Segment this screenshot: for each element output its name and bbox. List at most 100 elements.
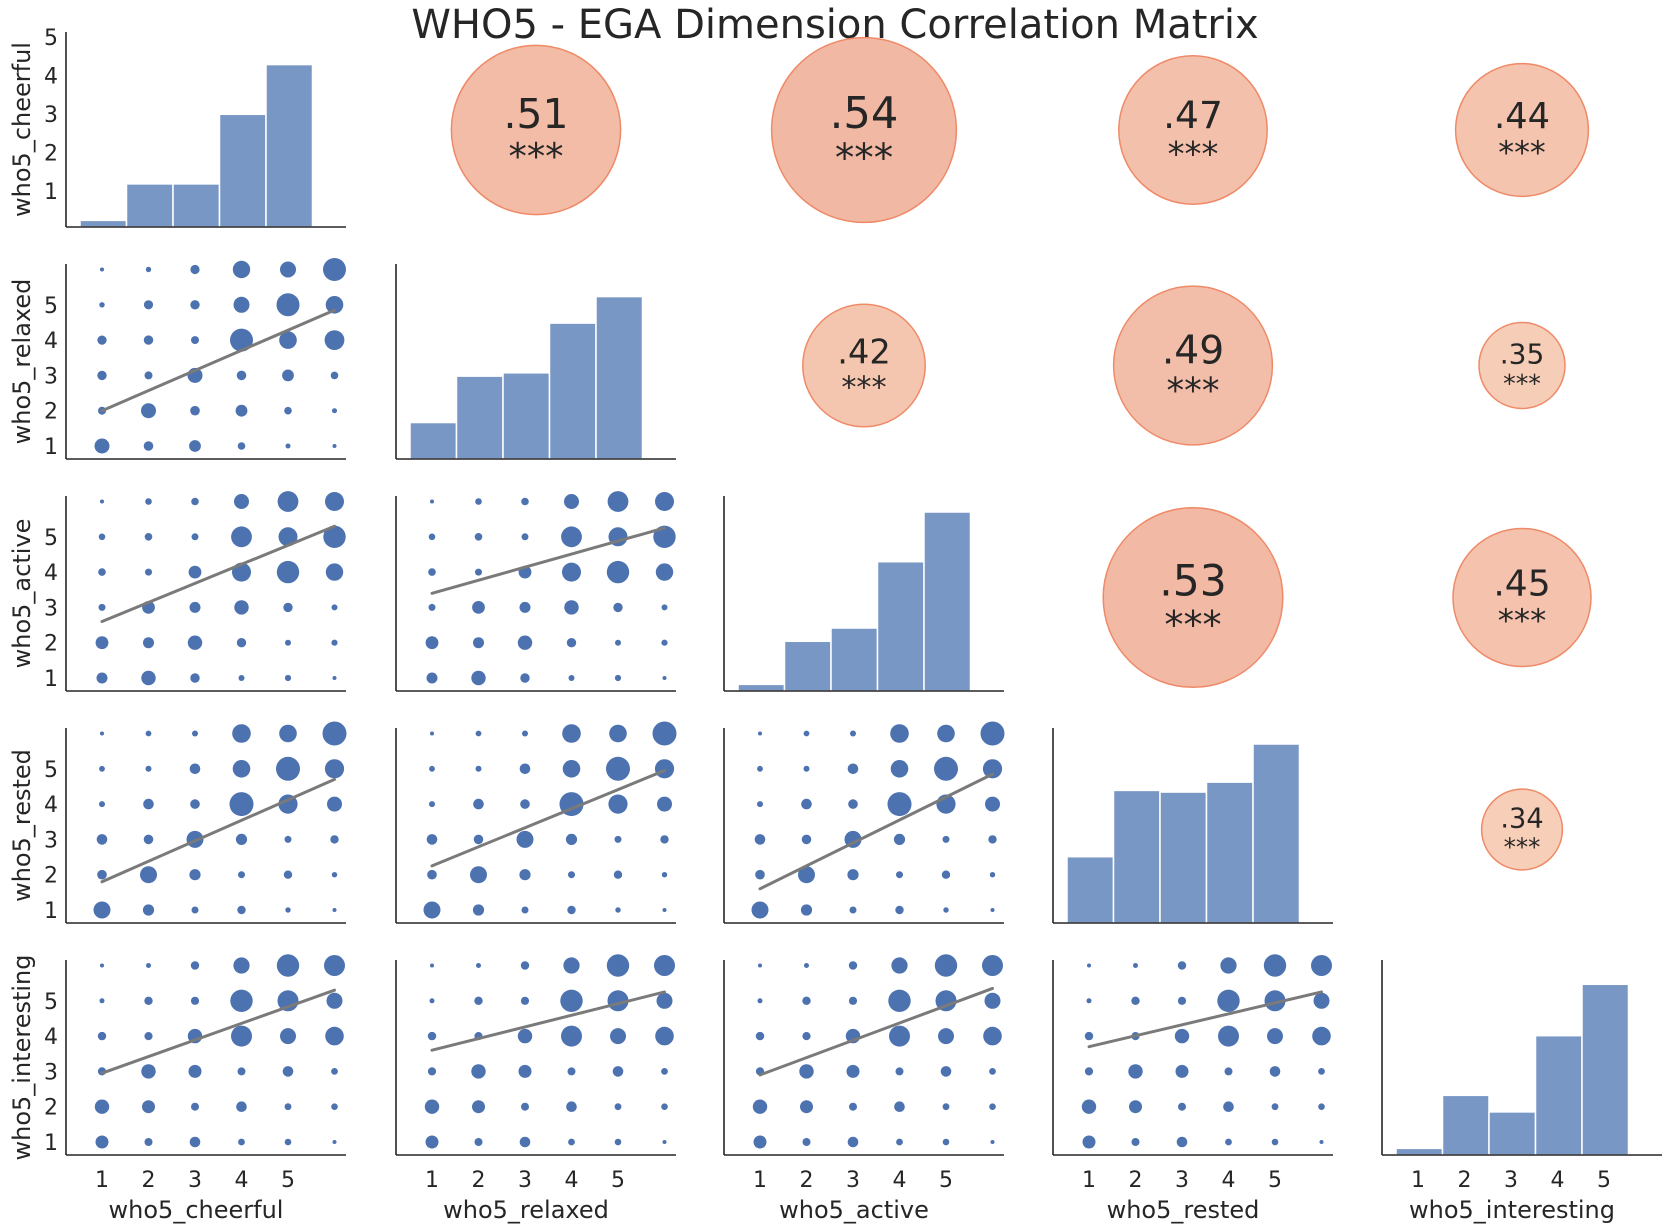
regression-line-who5-active-vs-who5-relaxed xyxy=(430,526,666,595)
x-tick-who5-interesting-3: 3 xyxy=(1504,1168,1518,1193)
scatter-point-who5-rested-vs-who5-cheerful-1-1 xyxy=(93,901,111,919)
scatter-point-who5-interesting-vs-who5-relaxed-1-2 xyxy=(424,1099,440,1114)
y-tick-who5-relaxed-1: 1 xyxy=(44,435,58,460)
scatter-point-who5-rested-vs-who5-cheerful-2-5 xyxy=(145,765,152,772)
x-tick-who5-active-2: 2 xyxy=(800,1168,814,1193)
scatter-point-who5-interesting-vs-who5-relaxed-6-6 xyxy=(654,955,675,976)
scatter-point-who5-relaxed-vs-who5-cheerful-4-3 xyxy=(236,370,247,381)
scatter-point-who5-rested-vs-who5-relaxed-2-5 xyxy=(475,765,482,772)
scatter-point-who5-rested-vs-who5-relaxed-2-2 xyxy=(470,866,487,884)
scatter-point-who5-interesting-vs-who5-relaxed-6-4 xyxy=(655,1026,674,1046)
histogram-bar-who5-active-3 xyxy=(830,627,879,692)
scatter-point-who5-interesting-vs-who5-cheerful-2-3 xyxy=(141,1064,156,1079)
scatter-point-who5-active-vs-who5-cheerful-6-2 xyxy=(331,639,338,646)
scatter-point-who5-rested-vs-who5-active-2-1 xyxy=(800,904,813,916)
scatter-point-who5-relaxed-vs-who5-cheerful-3-4 xyxy=(191,336,199,345)
scatter-point-who5-interesting-vs-who5-rested-1-3 xyxy=(1084,1067,1094,1076)
scatter-point-who5-rested-vs-who5-active-2-6 xyxy=(803,730,810,737)
scatter-point-who5-interesting-vs-who5-cheerful-2-5 xyxy=(144,996,153,1005)
scatter-point-who5-active-vs-who5-relaxed-6-4 xyxy=(655,563,674,581)
scatter-point-who5-interesting-vs-who5-active-3-3 xyxy=(846,1064,860,1078)
scatter-point-who5-relaxed-vs-who5-cheerful-5-4 xyxy=(279,331,297,349)
y-tick-who5-cheerful-2: 2 xyxy=(44,142,58,167)
scatter-point-who5-interesting-vs-who5-active-6-1 xyxy=(990,1140,995,1144)
correlation-value-who5-rested-vs-who5-interesting: .34 xyxy=(1500,804,1543,835)
scatter-point-who5-rested-vs-who5-active-6-5 xyxy=(982,759,1003,779)
scatter-point-who5-interesting-vs-who5-active-1-6 xyxy=(758,963,762,968)
correlation-value-who5-cheerful-vs-who5-interesting: .44 xyxy=(1494,96,1550,137)
scatter-point-who5-active-vs-who5-relaxed-5-6 xyxy=(607,491,629,512)
scatter-point-who5-rested-vs-who5-relaxed-1-1 xyxy=(423,901,441,919)
scatter-point-who5-active-vs-who5-cheerful-6-1 xyxy=(332,676,337,680)
scatter-point-who5-active-vs-who5-cheerful-1-5 xyxy=(98,533,106,541)
scatter-point-who5-interesting-vs-who5-rested-3-5 xyxy=(1177,996,1187,1005)
scatter-point-who5-interesting-vs-who5-cheerful-1-6 xyxy=(100,963,104,968)
scatter-point-who5-rested-vs-who5-relaxed-6-6 xyxy=(652,721,677,746)
x-axis-label-who5-rested: who5_rested xyxy=(1107,1196,1260,1224)
scatter-point-who5-interesting-vs-who5-relaxed-4-5 xyxy=(560,989,583,1012)
scatter-point-who5-interesting-vs-who5-cheerful-6-5 xyxy=(326,992,343,1009)
scatter-point-who5-rested-vs-who5-relaxed-6-1 xyxy=(662,908,667,912)
scatter-point-who5-interesting-vs-who5-active-4-1 xyxy=(896,1138,903,1146)
y-tick-who5-relaxed-5: 5 xyxy=(44,294,58,319)
x-axis-label-who5-cheerful: who5_cheerful xyxy=(109,1196,284,1224)
histogram-bar-who5-relaxed-3 xyxy=(502,372,551,460)
scatter-point-who5-interesting-vs-who5-active-5-5 xyxy=(935,990,957,1012)
scatter-point-who5-interesting-vs-who5-active-4-4 xyxy=(889,1025,910,1047)
scatter-point-who5-active-vs-who5-relaxed-1-4 xyxy=(428,568,436,576)
scatter-point-who5-active-vs-who5-relaxed-2-4 xyxy=(475,568,482,576)
scatter-point-who5-interesting-vs-who5-cheerful-2-6 xyxy=(146,963,151,968)
scatter-point-who5-interesting-vs-who5-rested-4-2 xyxy=(1223,1101,1234,1112)
scatter-point-who5-rested-vs-who5-active-5-2 xyxy=(941,870,951,879)
scatter-point-who5-interesting-vs-who5-relaxed-1-6 xyxy=(430,963,434,968)
scatter-point-who5-interesting-vs-who5-rested-1-4 xyxy=(1084,1031,1094,1041)
regression-line-who5-interesting-vs-who5-relaxed xyxy=(430,990,666,1052)
scatter-point-who5-active-vs-who5-cheerful-1-1 xyxy=(96,672,108,684)
significance-stars-who5-cheerful-vs-who5-interesting: *** xyxy=(1498,135,1546,171)
scatter-point-who5-interesting-vs-who5-cheerful-6-3 xyxy=(331,1068,338,1075)
scatter-point-who5-interesting-vs-who5-cheerful-4-2 xyxy=(236,1101,247,1112)
scatter-point-who5-relaxed-vs-who5-cheerful-6-3 xyxy=(330,371,339,380)
x-tick-who5-cheerful-2: 2 xyxy=(142,1168,156,1193)
scatter-point-who5-interesting-vs-who5-active-1-5 xyxy=(757,998,763,1004)
scatter-point-who5-interesting-vs-who5-relaxed-3-5 xyxy=(520,996,530,1005)
correlation-value-who5-cheerful-vs-who5-rested: .47 xyxy=(1163,93,1223,137)
scatter-point-who5-interesting-vs-who5-rested-1-1 xyxy=(1082,1135,1096,1149)
scatter-point-who5-interesting-vs-who5-rested-5-6 xyxy=(1263,954,1287,977)
significance-stars-who5-cheerful-vs-who5-active: *** xyxy=(835,136,893,181)
scatter-point-who5-interesting-vs-who5-cheerful-4-5 xyxy=(230,989,253,1012)
scatter-point-who5-rested-vs-who5-active-4-6 xyxy=(890,724,909,743)
scatter-point-who5-active-vs-who5-cheerful-6-5 xyxy=(323,525,346,548)
scatter-point-who5-active-vs-who5-cheerful-2-2 xyxy=(143,637,154,649)
y-tick-who5-interesting-2: 2 xyxy=(44,1096,58,1121)
scatter-point-who5-rested-vs-who5-cheerful-6-1 xyxy=(332,908,337,912)
scatter-point-who5-relaxed-vs-who5-cheerful-4-1 xyxy=(237,442,246,450)
y-tick-who5-relaxed-2: 2 xyxy=(44,400,58,425)
scatter-point-who5-rested-vs-who5-active-5-6 xyxy=(937,724,955,743)
scatter-point-who5-rested-vs-who5-active-3-6 xyxy=(850,730,856,737)
scatter-point-who5-interesting-vs-who5-rested-5-1 xyxy=(1271,1138,1279,1146)
scatter-point-who5-active-vs-who5-relaxed-3-5 xyxy=(521,533,529,541)
scatter-point-who5-interesting-vs-who5-rested-5-2 xyxy=(1271,1103,1279,1111)
x-tick-who5-rested-5: 5 xyxy=(1268,1168,1282,1193)
x-tick-who5-interesting-1: 1 xyxy=(1411,1168,1425,1193)
scatter-point-who5-active-vs-who5-relaxed-1-6 xyxy=(430,499,434,504)
scatter-point-who5-interesting-vs-who5-rested-2-2 xyxy=(1129,1100,1142,1114)
scatter-point-who5-interesting-vs-who5-rested-4-3 xyxy=(1224,1067,1233,1076)
y-tick-who5-rested-2: 2 xyxy=(44,864,58,889)
scatter-point-who5-rested-vs-who5-active-3-5 xyxy=(847,763,859,775)
y-axis-label-who5-cheerful: who5_cheerful xyxy=(8,42,36,217)
scatter-point-who5-rested-vs-who5-active-1-6 xyxy=(758,731,762,736)
scatter-point-who5-interesting-vs-who5-relaxed-1-1 xyxy=(425,1135,439,1149)
correlation-value-who5-cheerful-vs-who5-relaxed: .51 xyxy=(504,90,569,138)
scatter-point-who5-interesting-vs-who5-relaxed-3-2 xyxy=(521,1102,529,1111)
scatter-point-who5-rested-vs-who5-cheerful-1-4 xyxy=(99,801,105,808)
scatter-point-who5-interesting-vs-who5-active-5-3 xyxy=(940,1066,952,1077)
y-axis-label-who5-active: who5_active xyxy=(8,519,36,669)
correlation-bubble-who5-cheerful-vs-who5-rested xyxy=(1118,55,1268,205)
scatter-point-who5-active-vs-who5-cheerful-4-1 xyxy=(238,675,245,681)
scatter-point-who5-rested-vs-who5-cheerful-4-6 xyxy=(232,724,251,743)
x-tick-who5-cheerful-1: 1 xyxy=(95,1168,109,1193)
scatter-point-who5-active-vs-who5-relaxed-1-3 xyxy=(428,603,436,611)
correlation-bubble-who5-active-vs-who5-interesting xyxy=(1452,527,1592,668)
